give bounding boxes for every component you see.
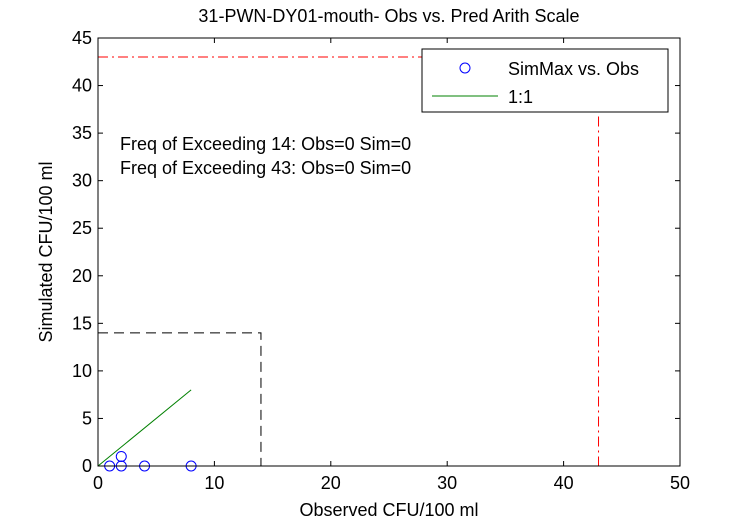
y-tick-label: 20 (72, 266, 92, 286)
reference-line-0 (98, 332, 262, 466)
y-tick-label: 25 (72, 218, 92, 238)
series-line-1to1 (97, 389, 192, 467)
chart-title: 31-PWN-DY01-mouth- Obs vs. Pred Arith Sc… (198, 6, 579, 26)
y-tick-label: 0 (82, 456, 92, 476)
x-axis-label: Observed CFU/100 ml (299, 500, 478, 520)
data-point-2 (115, 450, 127, 462)
y-tick-label: 30 (72, 171, 92, 191)
axis-ticks: 0 10 20 30 40 50 0 5 10 15 20 25 30 35 40 45 (72, 28, 690, 493)
x-tick-label: 30 (437, 473, 457, 493)
legend-label-simmax: SimMax vs. Obs (508, 59, 639, 79)
legend: SimMax vs. Obs 1:1 (421, 48, 669, 113)
y-tick-label: 5 (82, 408, 92, 428)
legend-box (421, 48, 669, 113)
plot-frame (97, 37, 681, 467)
y-tick-label: 35 (72, 123, 92, 143)
legend-label-1to1: 1:1 (508, 87, 533, 107)
y-tick-label: 15 (72, 313, 92, 333)
y-axis-label: Simulated CFU/100 ml (36, 161, 56, 342)
x-tick-label: 20 (321, 473, 341, 493)
x-tick-label: 0 (93, 473, 103, 493)
annotation-text-1: Freq of Exceeding 43: Obs=0 Sim=0 (120, 158, 411, 178)
y-tick-label: 10 (72, 361, 92, 381)
annotations: Freq of Exceeding 14: Obs=0 Sim=0 Freq of… (120, 134, 411, 178)
x-tick-label: 50 (670, 473, 690, 493)
y-tick-label: 40 (72, 76, 92, 96)
annotation-text-0: Freq of Exceeding 14: Obs=0 Sim=0 (120, 134, 411, 154)
legend-marker-simmax (459, 62, 471, 74)
y-tick-label: 45 (72, 28, 92, 48)
x-tick-label: 10 (204, 473, 224, 493)
x-tick-label: 40 (554, 473, 574, 493)
